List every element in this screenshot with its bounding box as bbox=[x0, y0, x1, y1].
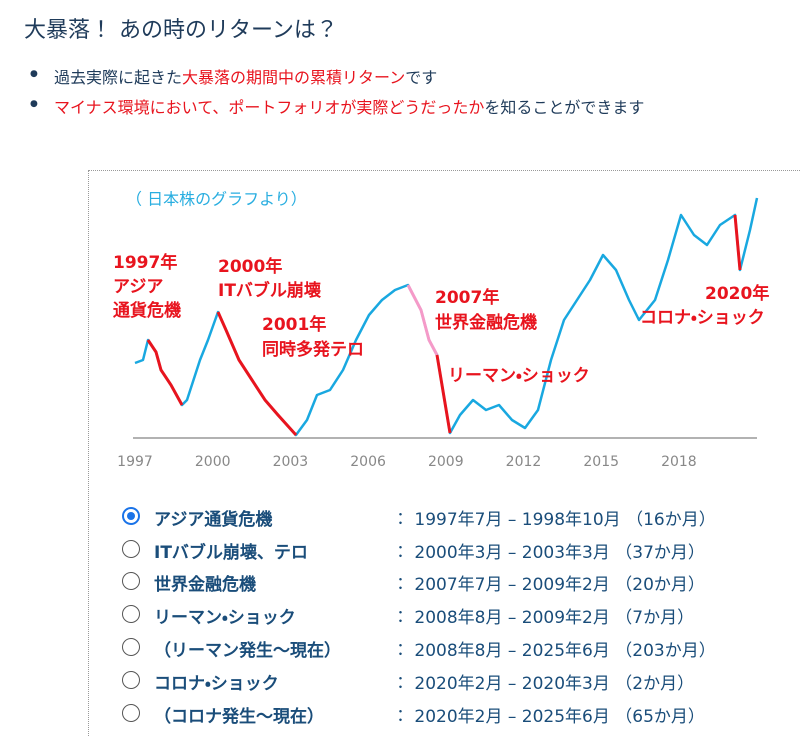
x-tick-label: 2000 bbox=[195, 454, 231, 470]
text: 大暴落の期間中の累積リターン bbox=[182, 68, 406, 87]
option-label[interactable]: （コロナ発生～現在） bbox=[154, 707, 324, 727]
option-period: ： 2000年3月 – 2003年3月 （37か月） bbox=[392, 543, 705, 563]
option-period: ： 2020年2月 – 2020年3月 （2か月） bbox=[392, 674, 695, 694]
note: （ 日本株のグラフより） bbox=[126, 190, 307, 209]
annotation: 1997年 bbox=[113, 252, 177, 273]
option-label[interactable]: リーマン・ショック bbox=[154, 608, 296, 628]
title: 大暴落！ あの時のリターンは？ bbox=[24, 18, 338, 43]
radio[interactable] bbox=[122, 540, 140, 558]
crash-segment bbox=[146, 339, 184, 406]
chart: （ 日本株のグラフより） 1997 2000 2003 2006 2009 2012 201… bbox=[113, 190, 769, 471]
radio[interactable] bbox=[122, 638, 140, 656]
option[interactable]: アジア通貨危機 ： 1997年7月 – 1998年10月 （16か月） bbox=[120, 505, 800, 530]
panel bbox=[88, 170, 801, 737]
x-tick-label: 2003 bbox=[273, 454, 309, 470]
crash-segment bbox=[406, 284, 439, 356]
x-tick-label: 1997 bbox=[117, 454, 153, 470]
annotation: リーマン・ショック bbox=[448, 366, 590, 386]
option-period: ： 2008年8月 – 2009年2月 （7か月） bbox=[392, 608, 695, 628]
x-tick-label: 2018 bbox=[661, 454, 697, 470]
text: 過去実際に起きた bbox=[54, 68, 183, 87]
annotation: ITバブル崩壊 bbox=[218, 280, 322, 301]
annotation: 世界金融危機 bbox=[435, 312, 537, 333]
option[interactable]: ITバブル崩壊、テロ ： 2000年3月 – 2003年3月 （37か月） bbox=[120, 538, 800, 563]
crash-segment bbox=[435, 354, 452, 434]
option[interactable]: 世界金融危機 ： 2007年7月 – 2009年2月 （20か月） bbox=[120, 570, 800, 595]
crash-segment bbox=[216, 311, 298, 437]
option-period: ： 2020年2月 – 2025年6月 （65か月） bbox=[392, 707, 705, 727]
option-label[interactable]: （リーマン発生～現在） bbox=[154, 641, 341, 661]
option-label[interactable]: コロナ・ショック bbox=[154, 674, 279, 694]
annotation: 同時多発テロ bbox=[262, 339, 364, 360]
x-tick-label: 2009 bbox=[428, 454, 464, 470]
option-period: ： 2008年8月 – 2025年6月 （203か月） bbox=[392, 641, 716, 661]
annotation: 2007年 bbox=[435, 287, 499, 308]
option[interactable]: リーマン・ショック ： 2008年8月 – 2009年2月 （7か月） bbox=[120, 603, 800, 628]
annotation: 2000年 bbox=[218, 256, 282, 277]
option[interactable]: （コロナ発生～現在） ： 2020年2月 – 2025年6月 （65か月） bbox=[120, 702, 800, 727]
crash-segment bbox=[733, 214, 742, 271]
option-label[interactable]: アジア通貨危機 bbox=[154, 510, 273, 530]
radio[interactable] bbox=[122, 704, 140, 722]
annotation: 通貨危機 bbox=[113, 300, 181, 321]
annotation: 2001年 bbox=[262, 314, 326, 335]
text: です bbox=[405, 68, 438, 87]
option-label[interactable]: 世界金融危機 bbox=[154, 575, 256, 595]
annotation: コロナ・ショック bbox=[640, 308, 765, 328]
text: を知ることができます bbox=[484, 98, 645, 117]
radio[interactable] bbox=[122, 572, 140, 590]
option[interactable]: コロナ・ショック ： 2020年2月 – 2020年3月 （2か月） bbox=[120, 669, 800, 694]
annotation: 2020年 bbox=[705, 283, 769, 304]
option-label[interactable]: ITバブル崩壊、テロ bbox=[154, 543, 308, 563]
x-tick-label: 2015 bbox=[583, 454, 619, 470]
x-tick-label: 2012 bbox=[506, 454, 542, 470]
annotation: アジア bbox=[113, 277, 163, 297]
option[interactable]: （リーマン発生～現在） ： 2008年8月 – 2025年6月 （203か月） bbox=[120, 636, 800, 661]
radio[interactable] bbox=[122, 671, 140, 689]
bullet: マイナス環境において、ポートフォリオが実際どうだったかを知ることができます bbox=[30, 94, 644, 118]
option-period: ： 1997年7月 – 1998年10月 （16か月） bbox=[392, 510, 716, 530]
option-period: ： 2007年7月 – 2009年2月 （20か月） bbox=[392, 575, 705, 595]
x-tick-label: 2006 bbox=[350, 454, 386, 470]
bullet: 過去実際に起きた大暴落の期間中の累積リターンです bbox=[30, 64, 437, 88]
text: マイナス環境において、ポートフォリオが実際どうだったか bbox=[54, 98, 485, 117]
radio[interactable] bbox=[122, 605, 140, 623]
radio[interactable] bbox=[122, 507, 140, 525]
